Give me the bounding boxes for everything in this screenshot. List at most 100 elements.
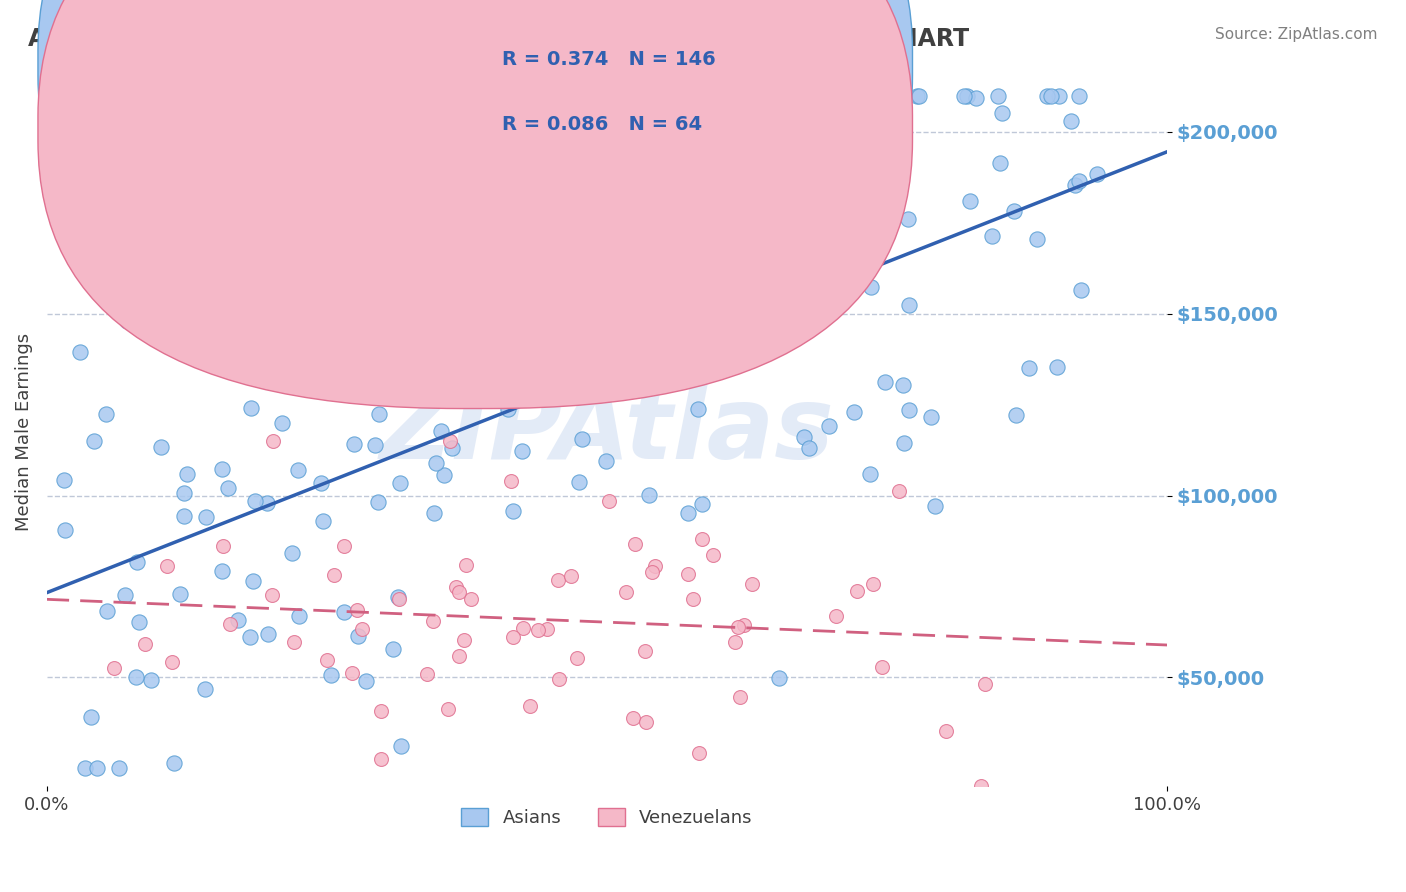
Asians	[211, 564, 233, 578]
Venezuelans	[519, 699, 541, 714]
Venezuelans	[439, 434, 461, 448]
Text: ASIAN VS VENEZUELAN MEDIAN MALE EARNINGS CORRELATION CHART: ASIAN VS VENEZUELAN MEDIAN MALE EARNINGS…	[28, 27, 969, 51]
Asians	[169, 587, 191, 601]
Asians	[173, 486, 195, 500]
Asians	[859, 467, 882, 482]
Asians	[226, 613, 249, 627]
Venezuelans	[724, 634, 747, 648]
Venezuelans	[449, 585, 471, 599]
Asians	[211, 462, 233, 476]
Asians	[568, 475, 591, 489]
Asians	[614, 324, 637, 338]
Asians	[965, 91, 987, 105]
Asians	[125, 670, 148, 684]
Venezuelans	[370, 752, 392, 766]
Asians	[1067, 174, 1090, 188]
Venezuelans	[641, 565, 664, 579]
Venezuelans	[156, 558, 179, 573]
Asians	[544, 241, 567, 255]
Asians	[333, 605, 356, 619]
Venezuelans	[862, 576, 884, 591]
Asians	[692, 497, 714, 511]
Venezuelans	[614, 585, 637, 599]
Asians	[1039, 88, 1062, 103]
Asians	[319, 668, 342, 682]
Text: R = 0.374   N = 146: R = 0.374 N = 146	[502, 50, 716, 70]
Venezuelans	[636, 714, 658, 729]
Asians	[374, 315, 396, 329]
Venezuelans	[260, 588, 283, 602]
Venezuelans	[974, 676, 997, 690]
Asians	[194, 681, 217, 696]
Asians	[378, 200, 401, 214]
Asians	[387, 590, 409, 604]
Asians	[768, 671, 790, 685]
Asians	[312, 514, 335, 528]
Venezuelans	[676, 567, 699, 582]
Venezuelans	[623, 536, 645, 550]
Asians	[990, 105, 1012, 120]
Venezuelans	[283, 634, 305, 648]
Venezuelans	[340, 665, 363, 680]
Venezuelans	[692, 533, 714, 547]
Asians	[281, 546, 304, 560]
Venezuelans	[644, 558, 666, 573]
Asians	[717, 267, 740, 281]
Asians	[257, 627, 280, 641]
Venezuelans	[728, 690, 751, 704]
Asians	[567, 238, 589, 252]
Asians	[433, 468, 456, 483]
Asians	[718, 218, 741, 232]
Asians	[160, 222, 183, 236]
Asians	[905, 88, 928, 103]
Asians	[671, 93, 693, 107]
Venezuelans	[547, 574, 569, 588]
Asians	[679, 161, 702, 176]
Asians	[953, 88, 976, 103]
Text: ZIPAtlas: ZIPAtlas	[380, 384, 834, 481]
Asians	[598, 217, 620, 231]
Venezuelans	[416, 667, 439, 681]
Asians	[842, 405, 865, 419]
Asians	[873, 375, 896, 389]
Venezuelans	[346, 603, 368, 617]
Venezuelans	[702, 549, 724, 563]
Venezuelans	[160, 655, 183, 669]
Venezuelans	[316, 652, 339, 666]
Asians	[108, 761, 131, 775]
Asians	[1002, 204, 1025, 219]
Asians	[619, 350, 641, 364]
Asians	[988, 155, 1011, 169]
Asians	[593, 365, 616, 379]
Asians	[797, 441, 820, 455]
Asians	[638, 488, 661, 502]
Asians	[73, 761, 96, 775]
Asians	[956, 88, 979, 103]
Y-axis label: Median Male Earnings: Median Male Earnings	[15, 333, 32, 531]
Asians	[343, 437, 366, 451]
Asians	[703, 347, 725, 361]
Asians	[792, 155, 814, 169]
Asians	[920, 409, 942, 424]
Venezuelans	[741, 577, 763, 591]
Text: Source: ZipAtlas.com: Source: ZipAtlas.com	[1215, 27, 1378, 42]
Venezuelans	[870, 659, 893, 673]
Venezuelans	[453, 633, 475, 648]
Asians	[173, 509, 195, 524]
Text: R = 0.086   N = 64: R = 0.086 N = 64	[502, 115, 702, 135]
Legend: Asians, Venezuelans: Asians, Venezuelans	[454, 800, 759, 834]
Asians	[714, 240, 737, 254]
Venezuelans	[634, 644, 657, 658]
Venezuelans	[565, 650, 588, 665]
Asians	[242, 574, 264, 588]
Venezuelans	[262, 434, 284, 448]
Venezuelans	[970, 780, 993, 794]
Asians	[352, 237, 374, 252]
Venezuelans	[846, 584, 869, 599]
Venezuelans	[456, 558, 478, 572]
Venezuelans	[460, 592, 482, 607]
Asians	[288, 609, 311, 624]
Venezuelans	[447, 649, 470, 664]
Asians	[94, 407, 117, 421]
Asians	[815, 266, 838, 280]
